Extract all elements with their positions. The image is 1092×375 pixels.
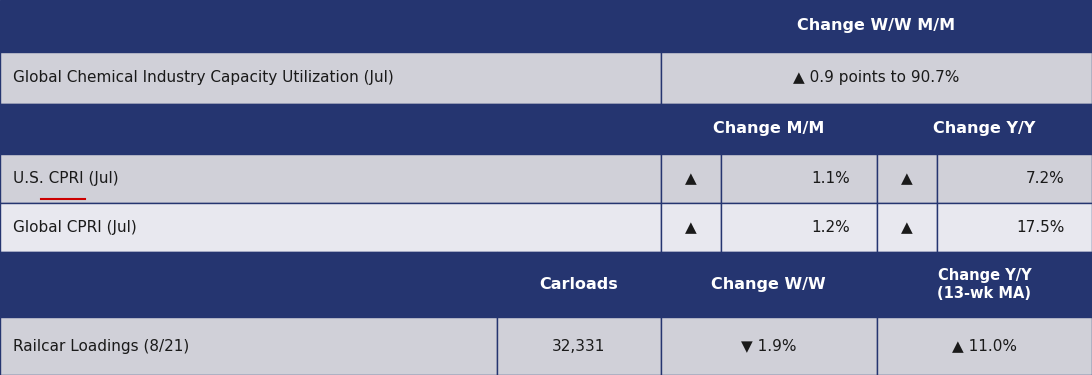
Text: 1.1%: 1.1% — [811, 171, 850, 186]
FancyBboxPatch shape — [497, 252, 661, 317]
Text: Global CPRI (Jul): Global CPRI (Jul) — [13, 220, 136, 235]
FancyBboxPatch shape — [721, 154, 877, 203]
Text: ▲: ▲ — [901, 220, 913, 235]
Text: Change Y/Y
(13-wk MA): Change Y/Y (13-wk MA) — [937, 268, 1032, 301]
Text: ▲: ▲ — [685, 220, 697, 235]
FancyBboxPatch shape — [877, 252, 1092, 317]
Text: Change Y/Y: Change Y/Y — [934, 122, 1035, 136]
Text: Change W/W: Change W/W — [712, 277, 826, 292]
FancyBboxPatch shape — [0, 52, 661, 104]
Text: ▼ 1.9%: ▼ 1.9% — [741, 339, 796, 354]
FancyBboxPatch shape — [877, 154, 937, 203]
Text: 1.2%: 1.2% — [811, 220, 850, 235]
Text: Carloads: Carloads — [539, 277, 618, 292]
FancyBboxPatch shape — [0, 0, 661, 52]
Text: Railcar Loadings (8/21): Railcar Loadings (8/21) — [13, 339, 189, 354]
FancyBboxPatch shape — [721, 203, 877, 252]
FancyBboxPatch shape — [661, 252, 877, 317]
FancyBboxPatch shape — [0, 104, 661, 154]
FancyBboxPatch shape — [0, 317, 497, 375]
FancyBboxPatch shape — [0, 203, 661, 252]
FancyBboxPatch shape — [661, 52, 1092, 104]
FancyBboxPatch shape — [661, 317, 877, 375]
Text: Change M/M: Change M/M — [713, 122, 824, 136]
FancyBboxPatch shape — [661, 203, 721, 252]
Text: ▲ 11.0%: ▲ 11.0% — [952, 339, 1017, 354]
Text: ▲ 0.9 points to 90.7%: ▲ 0.9 points to 90.7% — [793, 70, 960, 85]
Text: 17.5%: 17.5% — [1017, 220, 1065, 235]
FancyBboxPatch shape — [877, 317, 1092, 375]
FancyBboxPatch shape — [661, 0, 1092, 52]
Text: 32,331: 32,331 — [553, 339, 605, 354]
FancyBboxPatch shape — [661, 154, 721, 203]
FancyBboxPatch shape — [937, 203, 1092, 252]
Text: U.S. CPRI (Jul): U.S. CPRI (Jul) — [13, 171, 119, 186]
FancyBboxPatch shape — [937, 154, 1092, 203]
Text: Change W/W M/M: Change W/W M/M — [797, 18, 956, 33]
FancyBboxPatch shape — [0, 252, 497, 317]
FancyBboxPatch shape — [661, 104, 877, 154]
FancyBboxPatch shape — [877, 203, 937, 252]
FancyBboxPatch shape — [497, 317, 661, 375]
FancyBboxPatch shape — [877, 104, 1092, 154]
Text: ▲: ▲ — [901, 171, 913, 186]
FancyBboxPatch shape — [0, 154, 661, 203]
Text: ▲: ▲ — [685, 171, 697, 186]
Text: 7.2%: 7.2% — [1026, 171, 1065, 186]
Text: Global Chemical Industry Capacity Utilization (Jul): Global Chemical Industry Capacity Utiliz… — [13, 70, 394, 85]
